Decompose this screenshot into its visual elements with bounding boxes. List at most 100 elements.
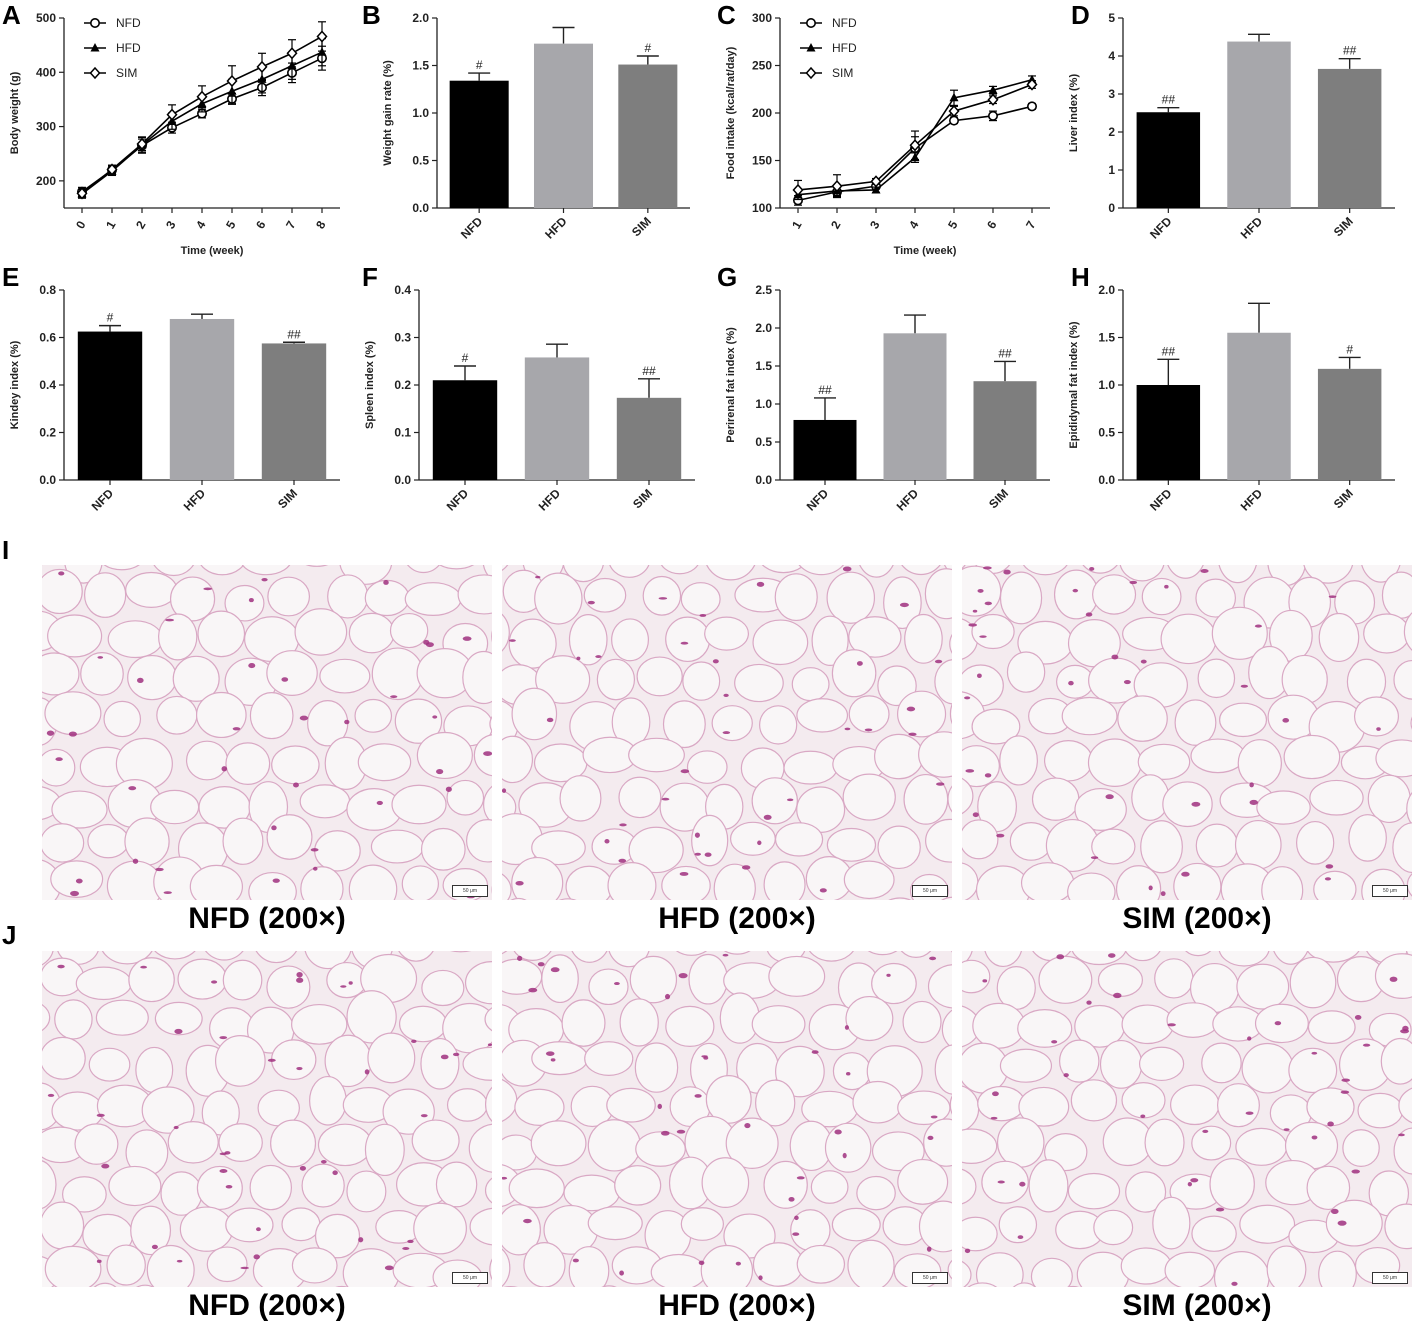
bar-hfd [524,357,590,480]
nucleus [619,823,627,827]
adipocyte [796,1244,846,1284]
panel-label-e: E [2,262,20,292]
y-tick-label: 0.1 [394,426,411,440]
nucleus [271,825,277,831]
panel-label-g: G [717,262,738,292]
adipocyte [1061,696,1118,736]
adipocyte-tissue [502,565,952,900]
adipocyte [903,773,949,825]
adipocyte [811,615,849,666]
adipocyte [224,584,265,622]
adipocyte [951,951,952,953]
y-tick-label: 2 [1108,125,1115,139]
panel-label-i: I [2,535,10,565]
adipocyte [294,608,348,656]
nucleus [694,1094,702,1098]
adipocyte [125,571,178,608]
nucleus [722,731,731,735]
adipocyte [189,864,244,900]
nucleus [744,1122,751,1129]
y-axis-label: Weight gain rate (%) [382,60,394,166]
legend-marker [90,17,101,28]
legend-marker [806,17,817,28]
adipocyte [195,691,247,739]
adipocyte [420,827,466,871]
adipocyte [1097,963,1144,998]
nucleus [46,730,55,736]
nucleus [604,839,610,844]
adipocyte [266,965,311,1009]
data-point [792,183,804,197]
chart-h-epididymal-fat: 0.0 0.5 1.0 1.5 2.0 Epididymal fat index (%) N… [1065,262,1415,535]
panel-label-d: D [1071,0,1090,30]
nucleus [535,575,541,579]
nucleus [906,706,916,712]
nucleus [936,782,945,786]
adipocyte [650,1253,707,1287]
adipocyte [1342,1129,1380,1167]
adipocyte [270,1039,317,1081]
adipocyte [206,1246,248,1283]
y-tick-label: 2.0 [1098,283,1115,297]
caption-i-hfd: HFD (200×) [658,902,816,935]
adipocyte [1273,951,1309,965]
nucleus [792,1232,800,1236]
nucleus [844,1025,849,1030]
nucleus [1164,584,1169,589]
nucleus [1398,1133,1405,1137]
adipocyte [999,735,1038,786]
nucleus [676,1129,686,1134]
adipocyte [1309,779,1364,816]
nucleus [1140,659,1147,664]
adipocyte [103,565,140,571]
adipocyte [723,951,751,955]
adipocyte [1375,739,1412,778]
nucleus [523,1218,532,1224]
adipocyte [774,822,824,857]
adipocyte [172,655,220,702]
y-tick-label: 0.0 [755,473,772,487]
adipocyte [523,1242,566,1287]
x-tick-label: HFD [536,486,564,514]
adipocyte [1144,1118,1185,1167]
adipocyte [971,708,1021,745]
adipocyte [705,1075,752,1124]
adipocyte [1254,1003,1309,1044]
x-tick-label: 4 [906,218,922,231]
y-tick-label: 0.0 [412,201,429,215]
nucleus [432,715,438,719]
nucleus [1140,1114,1146,1118]
nucleus [678,973,688,979]
nucleus [219,1152,228,1156]
adipocyte [42,951,54,966]
histology-image-i-nfd [42,565,492,900]
plot-area: 0.0 0.5 1.0 1.5 2.0 2.5 Perirenal fat index (%… [725,283,1050,514]
nucleus [794,1215,799,1221]
adipocyte [686,750,728,784]
adipocyte [489,1258,492,1281]
adipocyte [571,951,608,963]
significance-mark: ## [1162,93,1176,107]
adipocyte-tissue [502,951,952,1287]
data-point [256,60,268,73]
adipocyte [962,959,991,994]
adipocyte [962,1168,977,1205]
adipocyte [1056,664,1095,699]
adipocyte [562,565,604,583]
adipocyte [634,1042,679,1093]
nucleus [452,1052,460,1057]
adipocyte [248,871,297,900]
nucleus [842,1152,847,1159]
adipocyte [1074,787,1127,831]
adipocyte [981,1160,1029,1204]
adipocyte [357,743,412,782]
adipocyte [1217,1083,1260,1128]
nucleus [320,1160,327,1164]
adipocyte [204,951,244,961]
adipocyte [1018,1086,1070,1127]
adipocyte [314,1213,361,1259]
adipocyte [796,698,849,733]
adipocyte [927,964,952,1009]
nucleus [984,601,992,606]
significance-mark: ## [642,364,656,378]
